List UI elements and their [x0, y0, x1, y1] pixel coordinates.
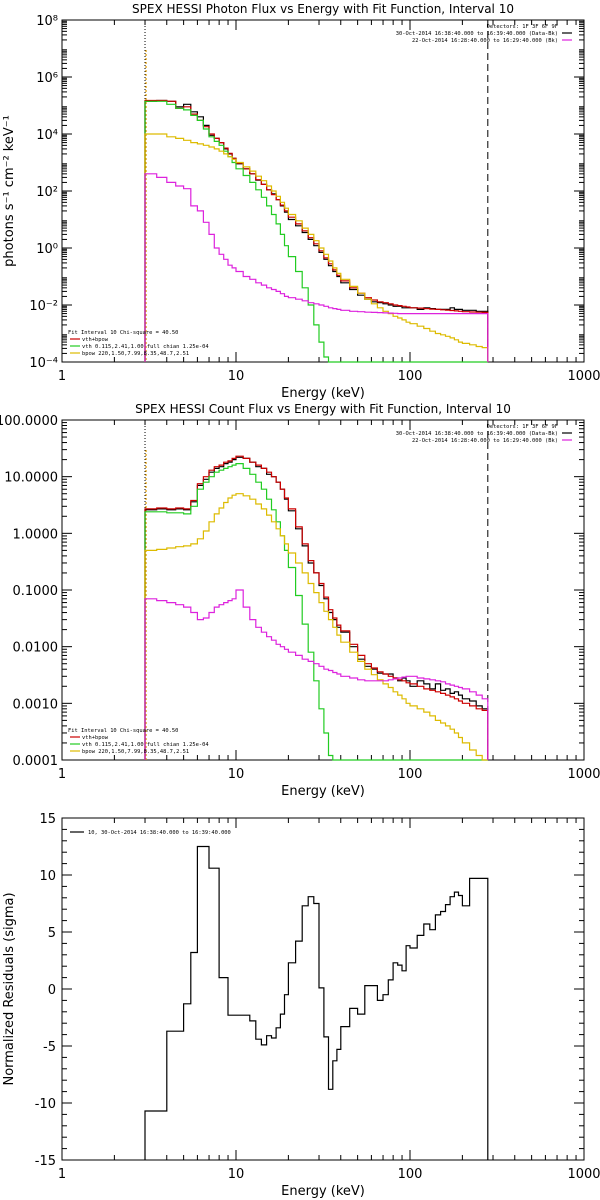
y-tick-label: 10.0000 [4, 471, 58, 486]
x-axis-label: Energy (keV) [281, 1184, 365, 1199]
residuals-panel: 1 10 100 1000 Energy (keV) -15 -10 -5 0 5 10 15 Norm… [2, 812, 600, 1199]
series-line-bpow [144, 493, 488, 761]
legend-text: Fit Interval 10 Chi-square = 40.50 [68, 728, 178, 734]
x-tick-label: 1 [58, 767, 66, 782]
chart-title: SPEX HESSI Count Flux vs Energy with Fit… [135, 402, 511, 416]
x-tick-label: 1 [58, 1167, 66, 1182]
legend-text: 30-Oct-2014 16:38:40.000 to 16:39:40.000… [396, 431, 558, 437]
series-line-residuals [144, 845, 489, 1160]
y-tick-label: 10⁻² [29, 299, 58, 314]
legend-text: Fit Interval 10 Chi-square = 40.50 [68, 330, 178, 336]
x-tick-label: 100 [398, 369, 423, 384]
series-line-vth-bpow [144, 99, 489, 362]
x-tick-label: 1000 [567, 369, 600, 384]
series-line-bpow [144, 133, 489, 362]
y-tick-label: 1.0000 [13, 527, 59, 542]
y-axis-label: photons s⁻¹ cm⁻² keV⁻¹ [2, 115, 17, 267]
legend-text: vth 0.115,2.41,1.00 full chian 1.25e-04 [82, 742, 209, 748]
y-tick-label: 10⁻⁴ [29, 356, 58, 371]
legend-text: 30-Oct-2014 16:38:40.000 to 16:39:40.000… [396, 31, 558, 37]
legend-text: 22-Oct-2014 16:28:40.000 to 16:29:40.000… [412, 438, 558, 444]
y-tick-label: 15 [39, 812, 56, 827]
chart-title: SPEX HESSI Photon Flux vs Energy with Fi… [132, 2, 514, 16]
y-tick-label: -15 [35, 1154, 56, 1169]
x-tick-label: 10 [228, 767, 245, 782]
legend-text: 10, 30-Oct-2014 16:38:40.000 to 16:39:40… [88, 830, 231, 836]
y-tick-label: 10⁸ [36, 14, 58, 29]
y-tick-label: 10² [36, 185, 58, 200]
y-tick-label: 0.0001 [13, 754, 59, 769]
y-axis-label: Normalized Residuals (sigma) [2, 892, 17, 1085]
series-line-data-bk [144, 99, 489, 362]
legend-text: vth+bpow [82, 735, 109, 741]
x-tick-label: 100 [398, 767, 423, 782]
x-tick-label: 1 [58, 369, 66, 384]
legend-text: bpow 220,1.50,7.99,8.35,48.7,2.51 [82, 749, 189, 755]
legend-text: Detectors: 1F 3F 6F 9F [487, 24, 558, 30]
photon-flux-panel: SPEX HESSI Photon Flux vs Energy with Fi… [2, 2, 600, 401]
x-axis-label: Energy (keV) [281, 784, 365, 799]
x-tick-label: 100 [398, 1167, 423, 1182]
series-line-bk [144, 589, 489, 760]
series-line-vth-bpow [144, 455, 489, 760]
plot-frame [61, 817, 585, 1161]
series-line-vth [144, 463, 488, 761]
series-line-vth [144, 100, 488, 363]
y-tick-label: 10 [39, 869, 56, 884]
series-line-data-bk [144, 456, 489, 760]
x-tick-label: 10 [228, 369, 245, 384]
legend-text: vth+bpow [82, 337, 109, 343]
legend-text: bpow 220,1.50,7.99,8.35,48.7,2.51 [82, 351, 189, 357]
y-tick-label: 0.0100 [13, 641, 59, 656]
legend-text: 22-Oct-2014 16:28:40.000 to 16:29:40.000… [412, 38, 558, 44]
legend-text: Detectors: 1F 3F 6F 9F [487, 424, 558, 430]
y-tick-label: -5 [43, 1040, 56, 1055]
x-tick-label: 10 [228, 1167, 245, 1182]
y-tick-label: 10⁶ [36, 71, 58, 86]
x-tick-label: 1000 [567, 767, 600, 782]
count-flux-panel: SPEX HESSI Count Flux vs Energy with Fit… [0, 402, 600, 799]
legend-text: vth 0.115,2.41,1.00 full chian 1.25e-04 [82, 344, 209, 350]
plot-frame [61, 19, 585, 363]
y-tick-label: 5 [48, 926, 56, 941]
y-tick-label: 10⁰ [36, 242, 58, 257]
y-tick-label: -10 [35, 1097, 56, 1112]
y-tick-label: 0.0010 [13, 697, 59, 712]
x-tick-label: 1000 [567, 1167, 600, 1182]
y-tick-label: 0.1000 [13, 584, 59, 599]
x-axis-label: Energy (keV) [281, 386, 365, 401]
y-tick-label: 10⁴ [36, 128, 58, 143]
series-line-bk [144, 173, 489, 362]
y-tick-label: 0 [48, 983, 56, 998]
y-tick-label: 100.0000 [0, 414, 58, 429]
